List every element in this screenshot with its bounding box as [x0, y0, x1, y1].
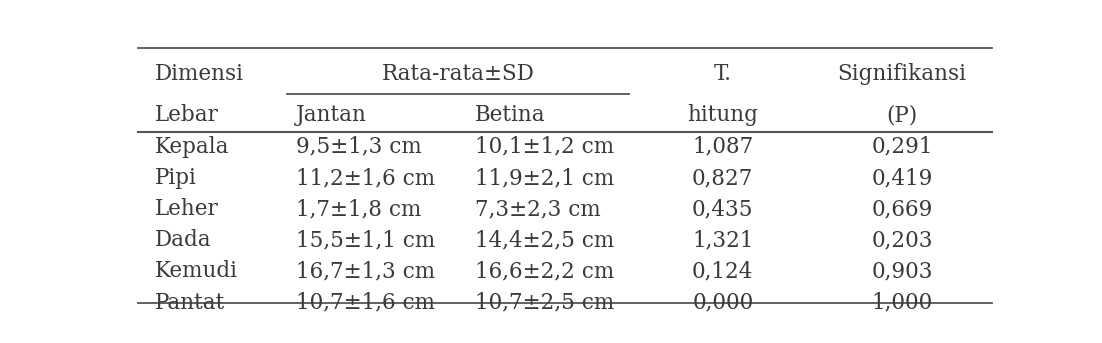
- Text: Kemudi: Kemudi: [154, 260, 238, 283]
- Text: 16,6±2,2 cm: 16,6±2,2 cm: [475, 260, 614, 283]
- Text: 7,3±2,3 cm: 7,3±2,3 cm: [475, 198, 601, 220]
- Text: Lebar: Lebar: [154, 104, 218, 126]
- Text: 1,7±1,8 cm: 1,7±1,8 cm: [295, 198, 421, 220]
- Text: 1,087: 1,087: [692, 136, 754, 158]
- Text: Dimensi: Dimensi: [154, 63, 244, 85]
- Text: 0,903: 0,903: [872, 260, 933, 283]
- Text: 16,7±1,3 cm: 16,7±1,3 cm: [295, 260, 435, 283]
- Text: 1,321: 1,321: [692, 229, 754, 251]
- Text: 0,827: 0,827: [692, 167, 754, 189]
- Text: Betina: Betina: [475, 104, 545, 126]
- Text: Pantat: Pantat: [154, 292, 225, 314]
- Text: 11,2±1,6 cm: 11,2±1,6 cm: [295, 167, 435, 189]
- Text: 0,435: 0,435: [692, 198, 754, 220]
- Text: 9,5±1,3 cm: 9,5±1,3 cm: [295, 136, 421, 158]
- Text: Rata-rata±SD: Rata-rata±SD: [381, 63, 534, 85]
- Text: hitung: hitung: [688, 104, 758, 126]
- Text: Leher: Leher: [154, 198, 218, 220]
- Text: 0,669: 0,669: [872, 198, 932, 220]
- Text: 0,000: 0,000: [692, 292, 754, 314]
- Text: 0,419: 0,419: [872, 167, 932, 189]
- Text: Pipi: Pipi: [154, 167, 196, 189]
- Text: 0,124: 0,124: [692, 260, 754, 283]
- Text: 10,7±1,6 cm: 10,7±1,6 cm: [295, 292, 435, 314]
- Text: 15,5±1,1 cm: 15,5±1,1 cm: [295, 229, 435, 251]
- Text: Dada: Dada: [154, 229, 212, 251]
- Text: 0,291: 0,291: [872, 136, 933, 158]
- Text: 10,1±1,2 cm: 10,1±1,2 cm: [475, 136, 614, 158]
- Text: 14,4±2,5 cm: 14,4±2,5 cm: [475, 229, 614, 251]
- Text: Signifikansi: Signifikansi: [838, 63, 966, 85]
- Text: (P): (P): [886, 104, 918, 126]
- Text: Kepala: Kepala: [154, 136, 229, 158]
- Text: 11,9±2,1 cm: 11,9±2,1 cm: [475, 167, 614, 189]
- Text: 1,000: 1,000: [872, 292, 932, 314]
- Text: 0,203: 0,203: [872, 229, 933, 251]
- Text: Jantan: Jantan: [295, 104, 367, 126]
- Text: 10,7±2,5 cm: 10,7±2,5 cm: [475, 292, 614, 314]
- Text: T.: T.: [714, 63, 732, 85]
